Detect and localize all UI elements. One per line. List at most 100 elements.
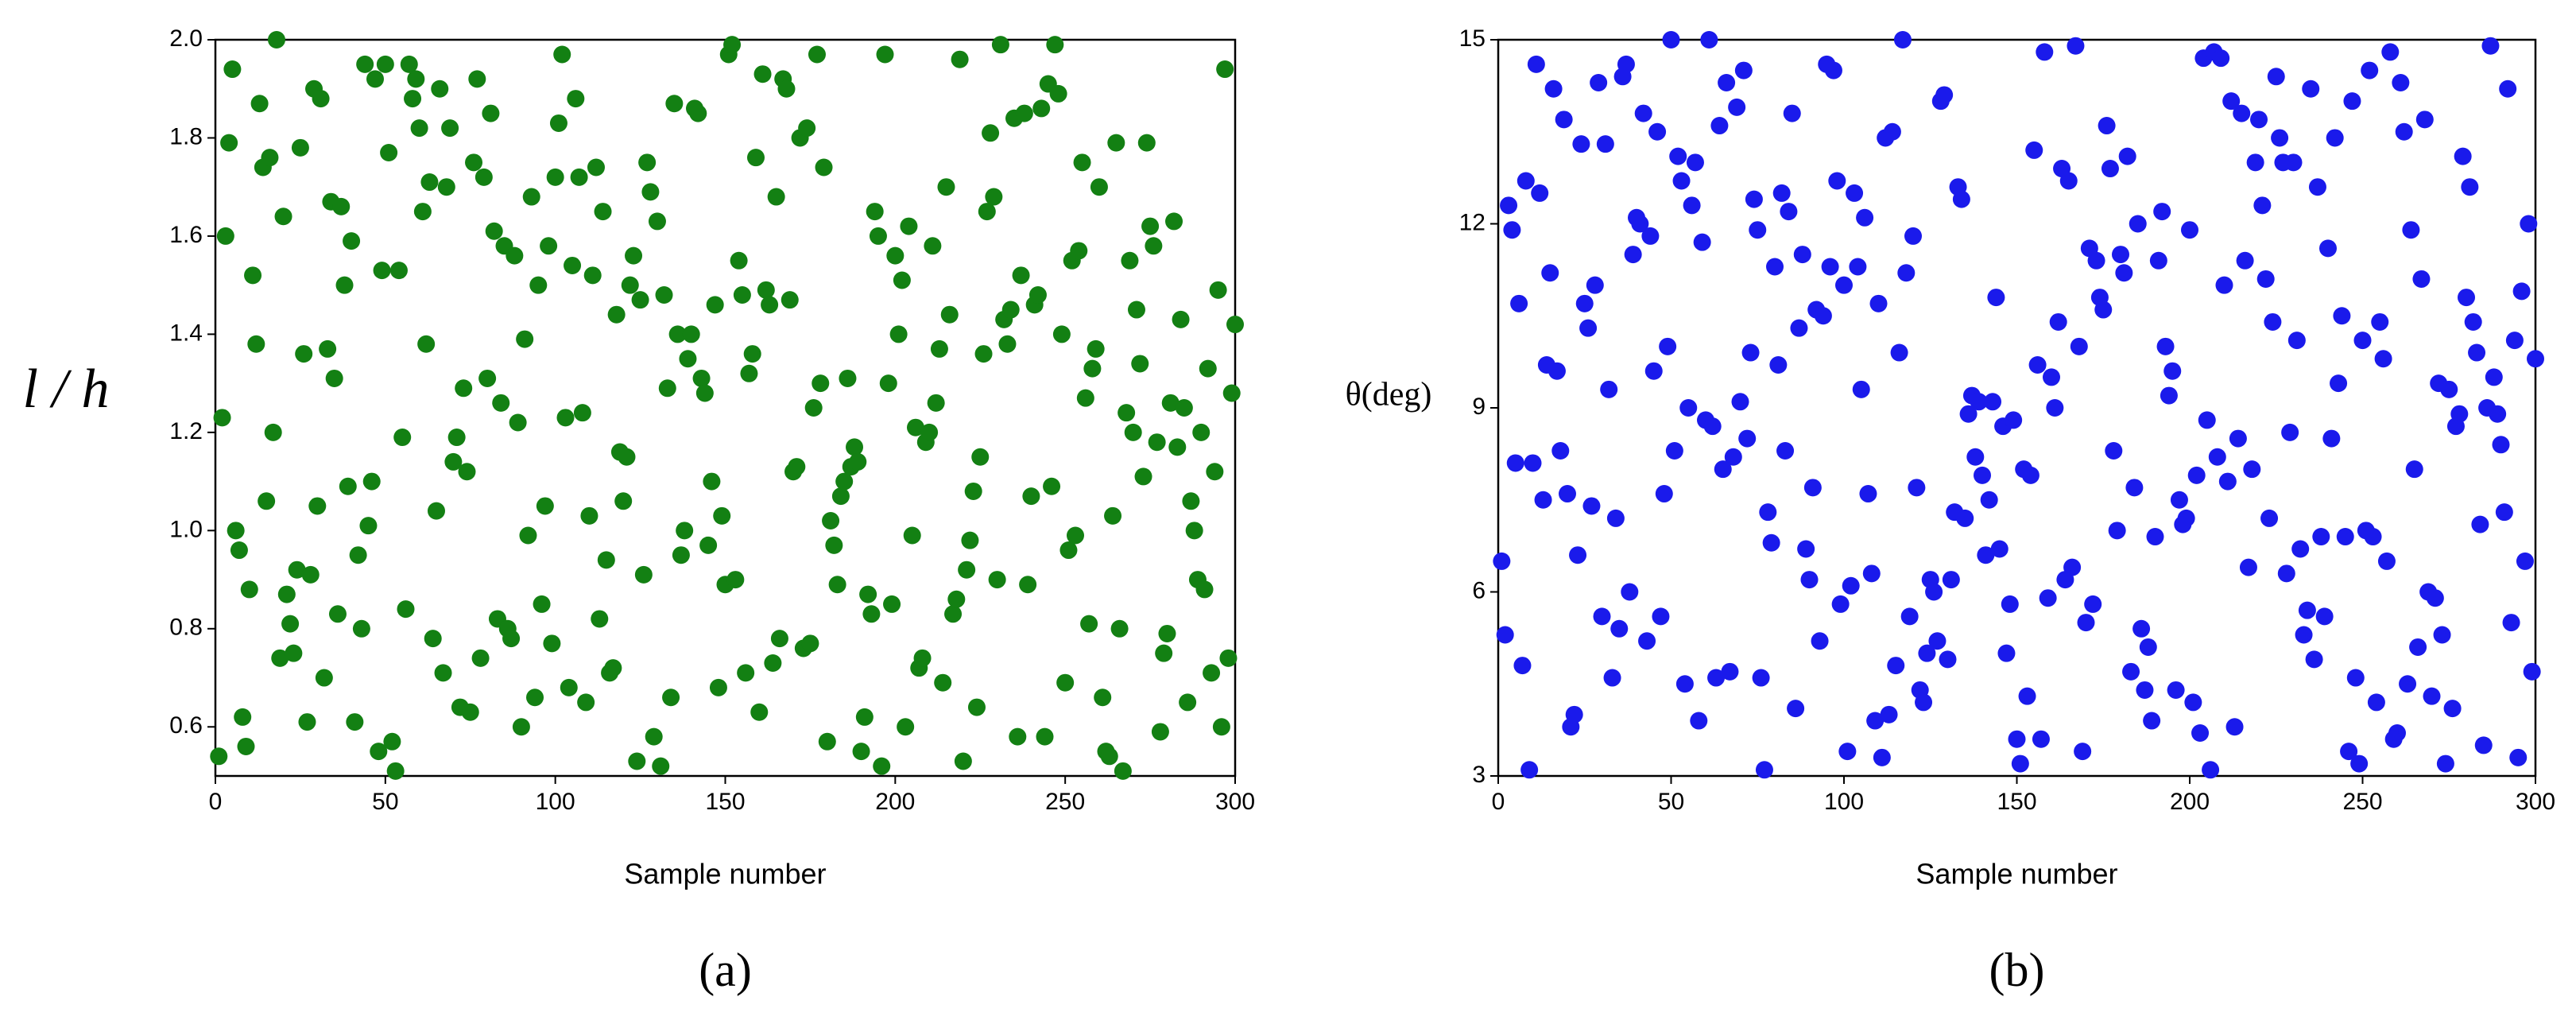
- point: [676, 522, 694, 540]
- point: [2243, 460, 2261, 479]
- point: [509, 413, 527, 432]
- point: [699, 536, 718, 554]
- point: [274, 208, 292, 226]
- point: [312, 90, 330, 108]
- point: [2450, 405, 2469, 423]
- point: [580, 506, 598, 525]
- point: [971, 448, 990, 466]
- point: [1803, 479, 1822, 497]
- point: [2101, 160, 2119, 178]
- point: [1087, 339, 1105, 358]
- point: [1869, 294, 1888, 312]
- point: [743, 345, 761, 363]
- point: [1935, 86, 1954, 104]
- point: [2059, 172, 2078, 190]
- point: [757, 281, 775, 299]
- point: [924, 237, 942, 255]
- point: [1094, 688, 1112, 707]
- x-tick-label: 300: [1215, 789, 1255, 815]
- point: [906, 418, 924, 436]
- point: [1814, 307, 1832, 325]
- point: [2340, 743, 2358, 761]
- point: [2005, 411, 2023, 429]
- point: [648, 212, 666, 231]
- point: [2520, 215, 2538, 233]
- point: [1707, 669, 1726, 687]
- point: [427, 502, 445, 520]
- point: [2305, 650, 2323, 669]
- point: [2184, 693, 2202, 712]
- point: [2163, 362, 2182, 380]
- point: [2458, 289, 2475, 307]
- point: [362, 472, 381, 491]
- point: [1731, 393, 1749, 411]
- point: [2239, 558, 2257, 576]
- point: [1066, 526, 1084, 545]
- point: [540, 237, 558, 255]
- point: [1127, 301, 1145, 319]
- point: [597, 551, 615, 569]
- point: [1049, 84, 1067, 103]
- point: [1551, 442, 1570, 460]
- point: [1524, 454, 1542, 472]
- point: [1880, 705, 1898, 723]
- point: [2049, 312, 2067, 331]
- point: [1634, 104, 1652, 122]
- point: [726, 571, 745, 589]
- point: [1555, 111, 1573, 129]
- point: [2167, 681, 2185, 699]
- point: [1990, 540, 2009, 558]
- point: [770, 630, 788, 648]
- point: [2361, 61, 2379, 80]
- point: [1659, 337, 1677, 355]
- point: [366, 70, 385, 88]
- point: [1043, 477, 1061, 495]
- point: [343, 232, 361, 250]
- point: [2281, 423, 2299, 441]
- point: [2208, 448, 2226, 466]
- point: [2070, 337, 2088, 355]
- point: [1541, 264, 1559, 282]
- point: [1638, 632, 1656, 650]
- point: [2143, 712, 2161, 730]
- point: [434, 664, 452, 682]
- point: [271, 649, 289, 667]
- point: [417, 335, 436, 353]
- point: [625, 246, 643, 265]
- point: [512, 718, 530, 736]
- point: [1565, 705, 1583, 723]
- point: [788, 458, 806, 476]
- point: [346, 713, 364, 731]
- point: [1134, 467, 1152, 486]
- point: [2315, 607, 2334, 626]
- point: [400, 55, 418, 73]
- point: [1714, 460, 1732, 479]
- point: [376, 55, 394, 73]
- point: [2405, 460, 2423, 479]
- point: [2077, 614, 2095, 632]
- point: [1192, 423, 1211, 441]
- point: [2087, 251, 2105, 270]
- point: [927, 394, 945, 412]
- point: [1203, 664, 1221, 682]
- point: [1703, 417, 1722, 436]
- point: [1824, 61, 1842, 80]
- point: [2367, 693, 2385, 712]
- point: [1572, 135, 1590, 153]
- point: [709, 678, 727, 696]
- point: [2067, 37, 2085, 55]
- point: [1076, 389, 1094, 407]
- point: [389, 262, 408, 280]
- point: [1925, 583, 1943, 601]
- point: [1800, 571, 1819, 589]
- point: [1083, 359, 1102, 378]
- point: [679, 350, 697, 368]
- point: [1780, 203, 1798, 221]
- point: [1669, 147, 1687, 165]
- point: [2464, 312, 2482, 331]
- point: [2527, 350, 2544, 368]
- point: [828, 576, 846, 594]
- point: [2395, 122, 2413, 141]
- point: [1073, 153, 1091, 172]
